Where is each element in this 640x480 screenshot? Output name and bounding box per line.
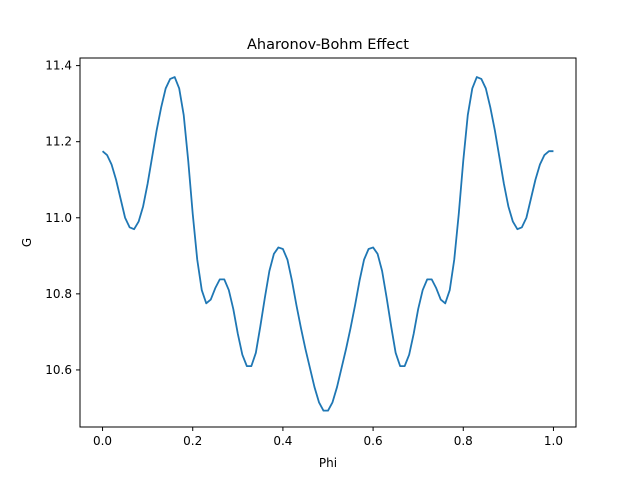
x-tick-label: 0.8 — [454, 434, 473, 448]
chart-title: Aharonov-Bohm Effect — [247, 37, 409, 53]
x-axis-label: Phi — [319, 456, 337, 470]
x-tick-label: 0.4 — [273, 434, 292, 448]
x-tick-label: 1.0 — [544, 434, 563, 448]
x-tick-label: 0.6 — [364, 434, 383, 448]
y-axis-label: G — [20, 238, 34, 247]
y-tick-label: 11.2 — [45, 135, 72, 149]
x-axis: 0.0 0.2 0.4 0.6 0.8 1.0 — [93, 427, 563, 448]
y-tick-label: 11.0 — [45, 211, 72, 225]
y-axis: 10.6 10.8 11.0 11.2 11.4 — [45, 59, 80, 377]
y-tick-label: 10.8 — [45, 287, 72, 301]
y-tick-label: 10.6 — [45, 363, 72, 377]
axes-frame — [79, 57, 577, 428]
y-tick-label: 11.4 — [45, 59, 72, 73]
x-tick-label: 0.0 — [93, 434, 112, 448]
plot-area — [101, 76, 554, 412]
series-line-0 — [101, 76, 554, 412]
x-tick-label: 0.2 — [183, 434, 202, 448]
